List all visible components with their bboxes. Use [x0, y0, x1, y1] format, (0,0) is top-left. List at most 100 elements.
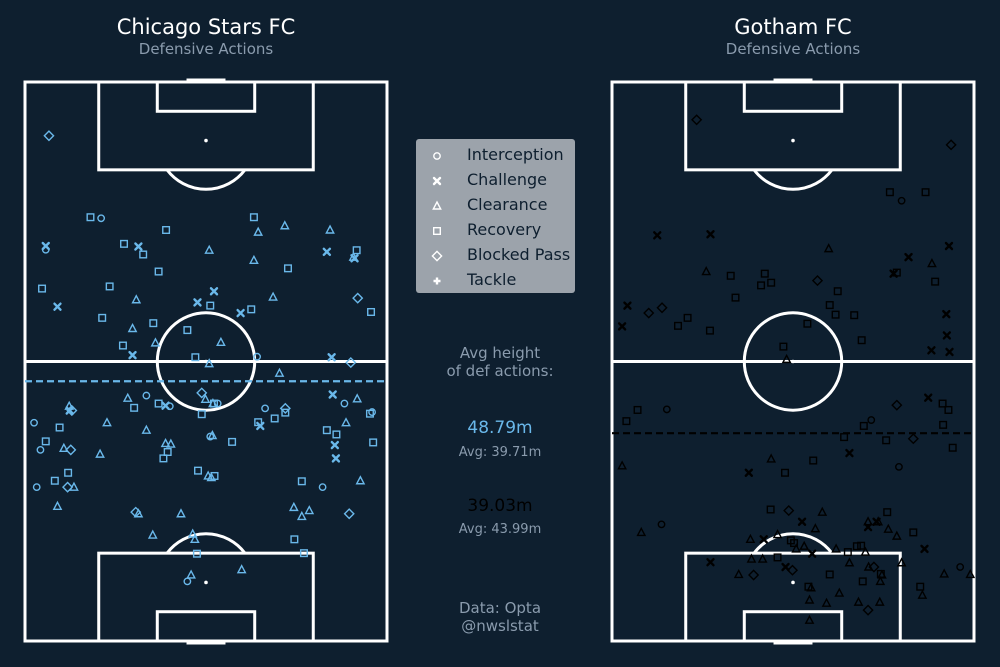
source-credit: Data: Opta @nwslstat	[458, 599, 542, 635]
clearance-marker	[102, 417, 112, 427]
recovery-marker	[921, 188, 930, 197]
interception-marker	[895, 463, 903, 471]
recovery-marker	[130, 403, 139, 412]
legend: Interception Challenge Clearance Recovery Bl…	[416, 139, 575, 293]
clearance-marker	[927, 258, 937, 268]
recovery-marker	[290, 535, 299, 544]
recovery-marker	[803, 319, 812, 328]
recovery-marker	[197, 410, 206, 419]
clearance-marker	[352, 393, 363, 403]
recovery-marker	[790, 539, 799, 548]
recovery-marker	[766, 505, 775, 514]
challenge-marker	[706, 558, 715, 567]
clearance-marker	[965, 568, 976, 579]
interception-marker	[142, 391, 151, 400]
challenge-marker	[53, 302, 62, 311]
recovery-marker	[773, 553, 782, 562]
recovery-marker	[726, 271, 735, 280]
legend-label: Challenge	[467, 170, 547, 189]
clearance-marker	[860, 546, 871, 556]
clearance-marker	[875, 575, 886, 586]
legend-label: Clearance	[467, 195, 548, 214]
blocked-pass-marker	[862, 604, 874, 616]
recovery-marker	[683, 313, 692, 322]
challenge-marker	[328, 390, 337, 399]
square-icon	[433, 227, 441, 235]
interception-marker	[206, 432, 215, 441]
interception-marker	[165, 402, 174, 411]
clearance-marker	[896, 557, 907, 567]
recovery-marker	[159, 454, 168, 463]
clearance-marker	[746, 553, 757, 563]
clearance-marker	[917, 589, 928, 599]
clearance-marker	[791, 543, 802, 553]
interception-marker	[261, 404, 269, 413]
defensive-action-markers	[30, 130, 378, 586]
blocked-pass-marker	[343, 508, 355, 520]
challenge-marker	[653, 231, 662, 240]
clearance-marker	[745, 533, 756, 544]
interception-marker	[253, 352, 262, 361]
clearance-marker	[772, 529, 783, 539]
clearance-marker	[207, 430, 218, 440]
recovery-marker	[322, 426, 331, 435]
interception-marker	[956, 563, 965, 571]
triangle-icon	[432, 200, 442, 210]
recovery-marker	[55, 423, 64, 432]
center-circle	[155, 311, 257, 412]
clearance-marker	[150, 337, 161, 347]
recovery-marker	[633, 405, 642, 414]
blocked-pass-marker	[130, 506, 142, 518]
recovery-marker	[909, 528, 918, 537]
clearance-marker	[799, 540, 810, 550]
recovery-marker	[859, 421, 868, 430]
recovery-marker	[885, 188, 894, 197]
legend-label: Blocked Pass	[467, 245, 571, 264]
blocked-pass-marker	[748, 569, 760, 581]
recovery-marker	[944, 405, 953, 414]
clearance-marker	[834, 587, 845, 597]
bottom-penalty-spot	[791, 580, 795, 585]
recovery-marker	[98, 313, 107, 322]
challenge-marker	[944, 241, 954, 251]
x-marker-icon	[432, 176, 442, 186]
interception-marker	[897, 196, 906, 205]
recovery-marker	[86, 213, 95, 222]
bottom-penalty-arc	[752, 532, 834, 555]
clearance-marker	[304, 505, 315, 515]
interception-marker	[32, 483, 41, 492]
center-spot	[791, 359, 795, 364]
blocked-pass-marker	[43, 130, 55, 142]
clearance-marker	[821, 597, 832, 607]
recovery-marker	[120, 239, 129, 248]
clearance-marker	[804, 594, 815, 604]
top-penalty-spot	[791, 138, 795, 143]
clearance-marker	[274, 367, 285, 377]
challenge-marker	[807, 549, 817, 558]
blocked-pass-marker	[945, 139, 957, 151]
recovery-marker	[254, 418, 263, 427]
diamond-icon	[431, 250, 443, 262]
challenge-marker	[322, 247, 332, 257]
recovery-marker	[948, 443, 957, 452]
recovery-marker	[105, 282, 114, 291]
home-title-block: Chicago Stars FC Defensive Actions	[21, 14, 391, 58]
recovery-marker	[939, 420, 948, 429]
diamond-icon	[431, 250, 443, 262]
challenge-marker	[331, 454, 341, 463]
clearance-marker	[58, 442, 69, 452]
recovery-marker	[154, 267, 163, 276]
clearance-marker	[806, 582, 816, 592]
clearance-marker	[341, 417, 351, 427]
clearance-marker	[253, 226, 264, 236]
challenge-marker	[924, 393, 933, 402]
clearance-marker	[288, 501, 299, 512]
recovery-marker	[882, 436, 891, 445]
recovery-marker	[281, 408, 290, 417]
recovery-marker	[369, 438, 378, 447]
recovery-marker	[916, 582, 925, 591]
legend-label: Interception	[467, 145, 564, 164]
recovery-marker	[825, 301, 834, 310]
